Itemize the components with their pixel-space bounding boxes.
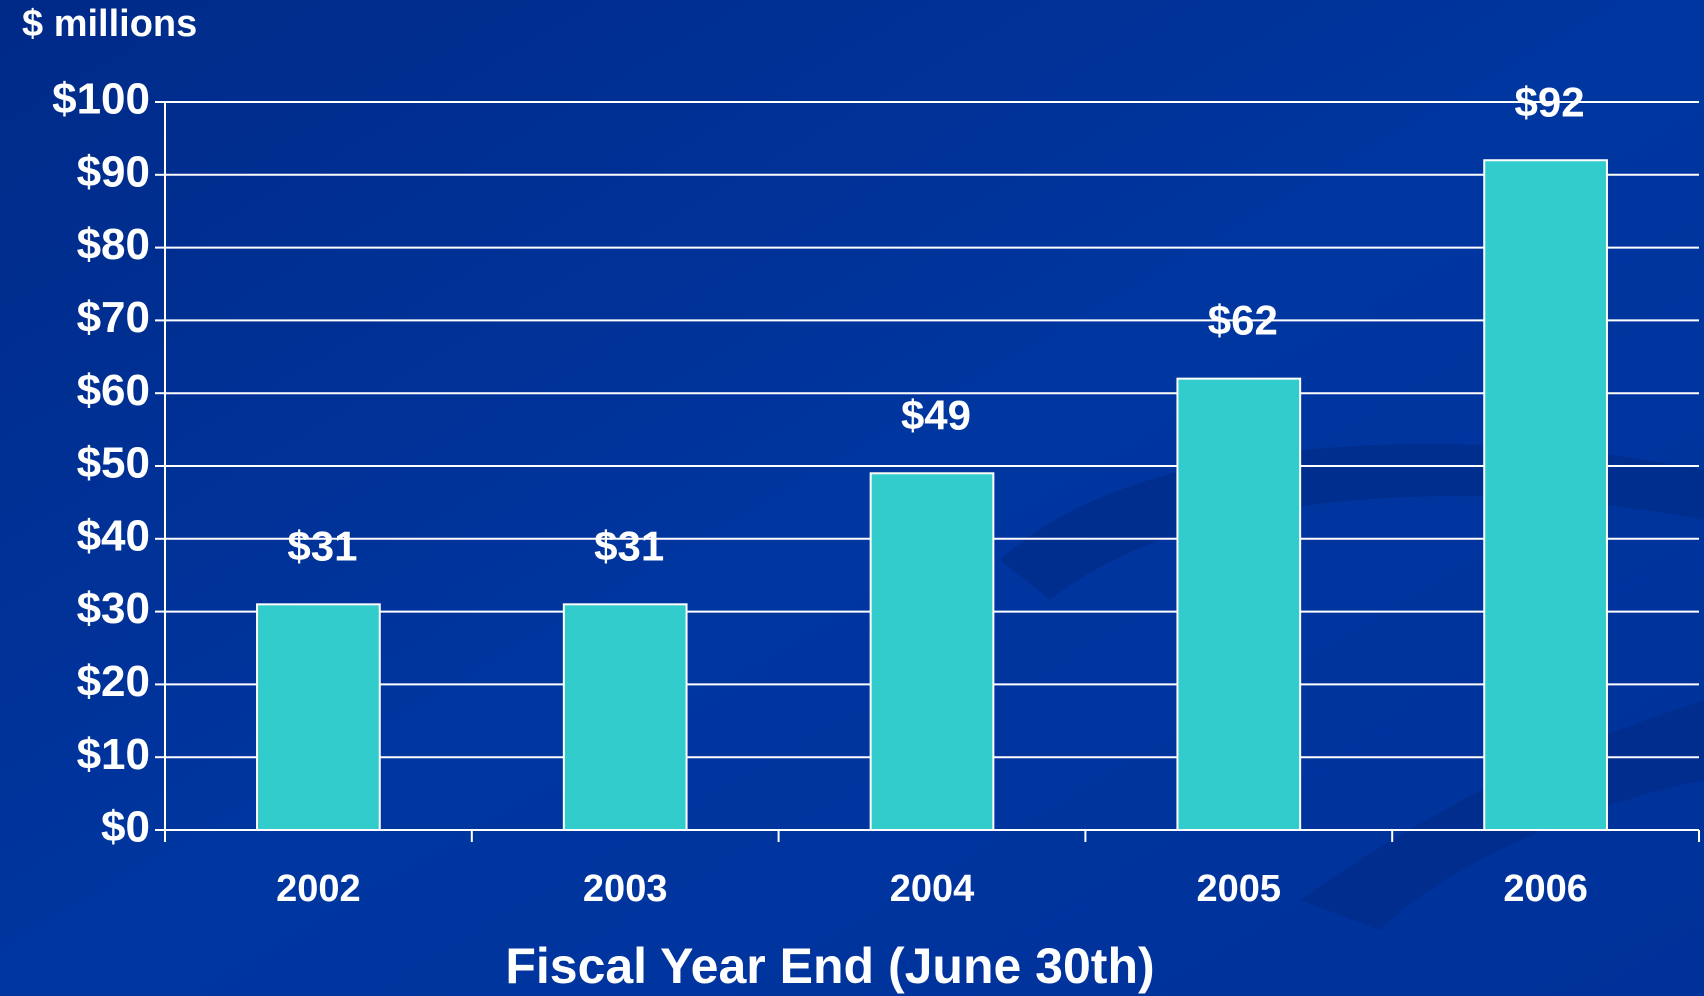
- x-tick-label: 2005: [1197, 868, 1282, 910]
- x-tick-label: 2006: [1503, 868, 1588, 910]
- value-label: $49: [901, 391, 971, 438]
- y-tick-label: $80: [77, 220, 150, 269]
- y-tick-label: $40: [77, 511, 150, 560]
- y-axis-label: $ millions: [22, 3, 197, 45]
- y-tick-label: $20: [77, 657, 150, 706]
- y-tick-label: $70: [77, 293, 150, 342]
- bar: [256, 603, 381, 831]
- value-label: $31: [594, 522, 664, 569]
- y-tick-label: $10: [77, 730, 150, 779]
- y-tick-label: $60: [77, 366, 150, 415]
- x-axis-title: Fiscal Year End (June 30th): [505, 938, 1154, 994]
- bar: [1483, 159, 1608, 832]
- y-tick-label: $50: [77, 439, 150, 488]
- x-tick-label: 2003: [583, 868, 668, 910]
- value-label: $31: [287, 522, 357, 569]
- y-tick-label: $30: [77, 584, 150, 633]
- bar: [562, 603, 688, 831]
- bar: [1176, 377, 1302, 831]
- bar: [869, 472, 995, 831]
- y-tick-label: $90: [77, 147, 150, 196]
- y-tick-label: $100: [52, 75, 150, 124]
- y-tick-label: $0: [101, 803, 150, 852]
- value-label: $92: [1515, 78, 1585, 125]
- x-tick-label: 2002: [276, 868, 361, 910]
- value-label: $62: [1208, 297, 1278, 344]
- x-tick-label: 2004: [890, 868, 975, 910]
